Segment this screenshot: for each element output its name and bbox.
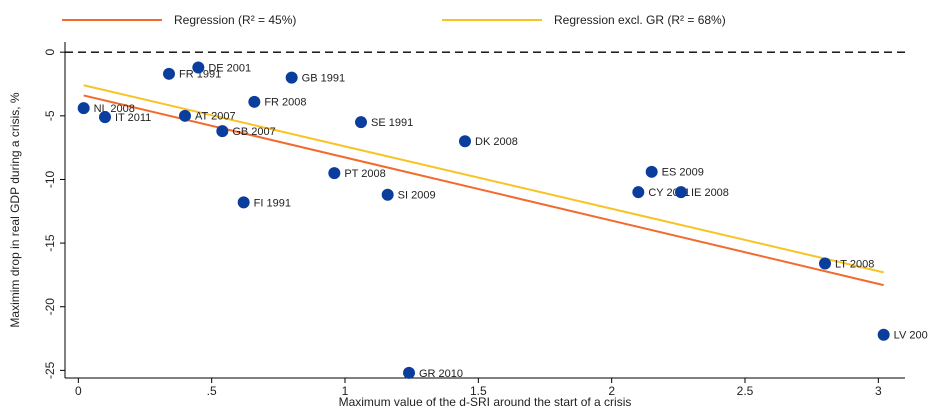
y-tick-label: -5 xyxy=(43,110,57,121)
x-tick-label: 1.5 xyxy=(470,384,487,398)
point xyxy=(381,188,394,201)
point-label: FR 2008 xyxy=(264,97,306,109)
point xyxy=(632,186,645,199)
point xyxy=(237,196,250,209)
x-tick-label: .5 xyxy=(207,384,217,398)
x-tick-label: 2 xyxy=(608,384,615,398)
point-label: LV 2009 xyxy=(894,330,928,342)
x-tick-label: 2.5 xyxy=(737,384,754,398)
point-label: SI 2009 xyxy=(398,190,436,202)
point xyxy=(216,125,229,138)
point xyxy=(285,71,298,84)
regression-line xyxy=(83,84,884,274)
y-tick-label: -20 xyxy=(43,298,57,316)
x-axis-label: Maximum value of the d-SRI around the st… xyxy=(339,395,632,409)
point-label: LT 2008 xyxy=(835,258,874,270)
point-label: IT 2011 xyxy=(115,112,151,124)
y-tick-label: -10 xyxy=(43,170,57,188)
point-label: SE 1991 xyxy=(371,117,413,129)
point xyxy=(163,67,175,80)
point xyxy=(877,328,890,341)
legend-label: Regression (R² = 45%) xyxy=(174,13,296,27)
point xyxy=(459,135,471,148)
x-tick-label: 0 xyxy=(75,384,82,398)
point-label: ES 2009 xyxy=(662,167,704,179)
point-label: GB 1991 xyxy=(302,73,345,85)
point xyxy=(328,167,341,180)
point-label: IE 2008 xyxy=(691,187,729,199)
point-label: DK 2008 xyxy=(475,136,518,148)
y-tick-label: -25 xyxy=(43,361,57,379)
point xyxy=(355,116,367,129)
point-label: GR 2010 xyxy=(419,368,463,380)
point xyxy=(77,102,90,115)
y-tick-label: 0 xyxy=(43,49,57,56)
point-label: PT 2008 xyxy=(344,168,385,180)
point-label: FR 1991 xyxy=(179,69,221,81)
point xyxy=(819,257,831,270)
x-tick-label: 1 xyxy=(342,384,349,398)
point xyxy=(179,109,191,122)
point xyxy=(192,61,205,74)
point-label: GB 2007 xyxy=(232,126,275,138)
point xyxy=(645,165,658,178)
y-axis-label: Maximim drop in real GDP during a crisis… xyxy=(8,92,22,328)
point-label: AT 2007 xyxy=(195,111,236,123)
legend-label: Regression excl. GR (R² = 68%) xyxy=(554,13,726,27)
point xyxy=(403,366,415,379)
y-tick-label: -15 xyxy=(43,234,57,252)
x-tick-label: 3 xyxy=(875,384,882,398)
point xyxy=(675,186,687,199)
regression-line xyxy=(83,94,884,287)
point-label: DE 2001 xyxy=(208,62,251,74)
point xyxy=(99,111,111,124)
point xyxy=(248,95,261,108)
point-label: FI 1991 xyxy=(254,197,291,209)
